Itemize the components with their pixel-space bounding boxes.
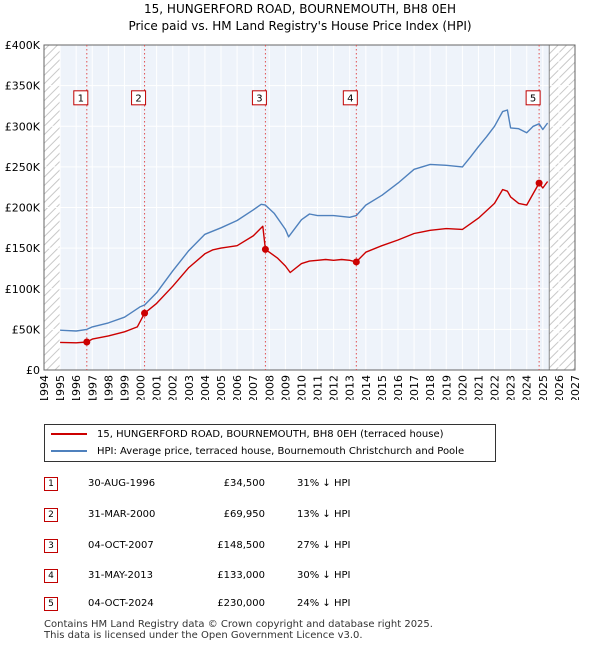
- sale-number-badge: 5: [44, 597, 58, 611]
- x-tick-label: 2002: [167, 375, 180, 400]
- y-tick-label: £100K: [5, 283, 41, 296]
- sale-number-badge: 2: [44, 508, 58, 522]
- sale-number-box: [73, 90, 89, 106]
- sale-number-box: [131, 90, 147, 106]
- x-tick-label: 1995: [54, 375, 67, 400]
- sale-number-box: [525, 90, 541, 106]
- x-tick-label: 2000: [135, 375, 148, 400]
- x-tick-label: 1998: [102, 375, 115, 400]
- x-tick-label: 2004: [199, 375, 212, 400]
- x-tick-label: 2023: [505, 375, 518, 400]
- legend-swatch-hpi: [51, 450, 87, 452]
- table-row: 3 04-OCT-2007 £148,500 27% ↓ HPI: [0, 536, 600, 556]
- y-tick-label: £400K: [5, 39, 41, 52]
- footer-copyright: Contains HM Land Registry data © Crown c…: [44, 619, 433, 630]
- x-tick-label: 2003: [183, 375, 196, 400]
- hpi-line: [60, 109, 549, 332]
- sale-price: £230,000: [217, 598, 265, 609]
- sale-hpi-diff: 24% ↓ HPI: [297, 598, 351, 609]
- sale-date: 04-OCT-2007: [88, 540, 154, 551]
- y-tick-label: £0: [26, 364, 40, 377]
- x-tick-label: 2024: [521, 375, 534, 400]
- x-tick-label: 2009: [279, 375, 292, 400]
- x-tick-label: 2007: [247, 375, 260, 400]
- sale-number-label: 5: [530, 93, 536, 104]
- legend: 15, HUNGERFORD ROAD, BOURNEMOUTH, BH8 0E…: [44, 424, 496, 462]
- sale-date: 30-AUG-1996: [88, 478, 156, 489]
- legend-label-hpi: HPI: Average price, terraced house, Bour…: [97, 446, 465, 457]
- x-tick-label: 1999: [118, 375, 131, 400]
- y-tick-label: £150K: [5, 242, 41, 255]
- x-tick-label: 1996: [70, 375, 83, 400]
- sale-price: £148,500: [217, 540, 265, 551]
- x-tick-label: 2027: [569, 375, 582, 400]
- x-tick-label: 2010: [295, 375, 308, 400]
- table-row: 2 31-MAR-2000 £69,950 13% ↓ HPI: [0, 505, 600, 525]
- y-tick-label: £50K: [12, 323, 41, 336]
- sale-point: [261, 245, 269, 253]
- x-tick-label: 2005: [215, 375, 228, 400]
- sale-number-box: [251, 90, 267, 106]
- sale-point: [141, 309, 149, 317]
- sale-point: [352, 258, 360, 266]
- x-tick-label: 2015: [376, 375, 389, 400]
- x-tick-label: 1997: [86, 375, 99, 400]
- x-tick-label: 2022: [489, 375, 502, 400]
- x-tick-label: 2021: [472, 375, 485, 400]
- x-tick-label: 2026: [553, 375, 566, 400]
- x-tick-label: 2001: [151, 375, 164, 400]
- sale-number-label: 4: [347, 93, 353, 104]
- x-tick-label: 2020: [456, 375, 469, 400]
- sale-number-label: 3: [256, 93, 262, 104]
- sale-price: £133,000: [217, 570, 265, 581]
- y-tick-label: £250K: [5, 161, 41, 174]
- sale-number-label: 2: [135, 93, 141, 104]
- sale-number-badge: 4: [44, 569, 58, 583]
- legend-item-hpi: HPI: Average price, terraced house, Bour…: [51, 444, 464, 460]
- x-tick-label: 2018: [424, 375, 437, 400]
- y-tick-label: £300K: [5, 120, 41, 133]
- sale-hpi-diff: 13% ↓ HPI: [297, 509, 351, 520]
- property-price-line: [60, 181, 549, 344]
- x-tick-label: 2011: [312, 375, 325, 400]
- x-tick-label: 2012: [328, 375, 341, 400]
- plot-border: [43, 44, 576, 371]
- table-row: 1 30-AUG-1996 £34,500 31% ↓ HPI: [0, 474, 600, 494]
- footer-licence: This data is licensed under the Open Gov…: [44, 630, 363, 641]
- x-tick-label: 2025: [537, 375, 550, 400]
- sale-date: 31-MAR-2000: [88, 509, 156, 520]
- x-tick-label: 1994: [38, 375, 51, 400]
- x-tick-label: 2014: [360, 375, 373, 400]
- sale-price: £69,950: [223, 509, 265, 520]
- chart-title: 15, HUNGERFORD ROAD, BOURNEMOUTH, BH8 0E…: [144, 2, 456, 16]
- sale-price: £34,500: [223, 478, 265, 489]
- legend-swatch-property: [51, 433, 87, 435]
- chart-subtitle: Price paid vs. HM Land Registry's House …: [128, 19, 472, 33]
- sale-date: 31-MAY-2013: [88, 570, 154, 581]
- sale-hpi-diff: 30% ↓ HPI: [297, 570, 351, 581]
- sale-number-badge: 1: [44, 477, 58, 491]
- sale-hpi-diff: 27% ↓ HPI: [297, 540, 351, 551]
- sale-point: [535, 179, 543, 187]
- legend-item-property: 15, HUNGERFORD ROAD, BOURNEMOUTH, BH8 0E…: [51, 427, 444, 443]
- y-tick-label: £200K: [5, 202, 41, 215]
- sale-hpi-diff: 31% ↓ HPI: [297, 478, 351, 489]
- sale-point: [83, 338, 91, 346]
- sale-number-badge: 3: [44, 539, 58, 553]
- x-tick-label: 2006: [231, 375, 244, 400]
- sale-date: 04-OCT-2024: [88, 598, 154, 609]
- x-tick-label: 2013: [344, 375, 357, 400]
- legend-label-property: 15, HUNGERFORD ROAD, BOURNEMOUTH, BH8 0E…: [97, 429, 444, 440]
- x-tick-label: 2019: [440, 375, 453, 400]
- sale-number-label: 1: [78, 93, 84, 104]
- x-tick-label: 2016: [392, 375, 405, 400]
- sale-number-box: [342, 90, 358, 106]
- table-row: 4 31-MAY-2013 £133,000 30% ↓ HPI: [0, 566, 600, 586]
- table-row: 5 04-OCT-2024 £230,000 24% ↓ HPI: [0, 594, 600, 614]
- price-chart: £0 £50K £100K £150K £200K £250K £300K £350K £400…: [5, 39, 582, 400]
- y-tick-label: £350K: [5, 80, 41, 93]
- x-tick-label: 2017: [408, 375, 421, 400]
- x-tick-label: 2008: [263, 375, 276, 400]
